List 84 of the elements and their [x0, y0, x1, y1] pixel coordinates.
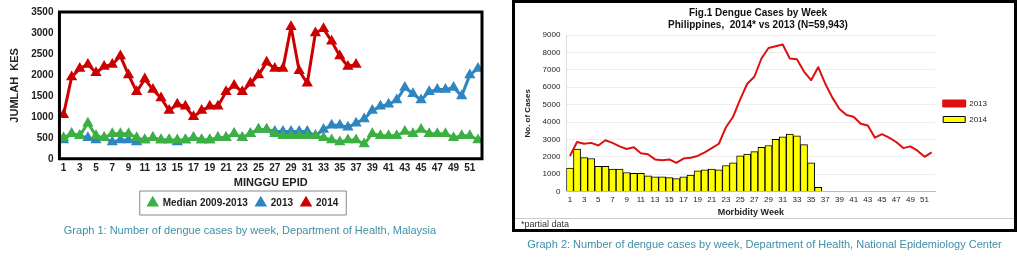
y-tick-label: 6000 [542, 82, 561, 92]
caption: Graph 1: Number of dengue cases by week, Department of Health, Malaysia [62, 224, 438, 236]
x-tick-label: 7 [109, 161, 116, 173]
x-tick-label: 3 [76, 161, 83, 173]
y-tick-label: 9000 [542, 30, 561, 40]
x-tick-label: 43 [863, 194, 873, 204]
legend-label: 2014 [316, 196, 339, 208]
x-tick-label: 29 [764, 194, 774, 204]
x-tick-label: 31 [778, 194, 788, 204]
y-tick-label: 3000 [31, 26, 54, 38]
x-tick-label: 51 [464, 161, 476, 173]
x-tick-label: 29 [285, 161, 298, 173]
x-tick-label: 49 [448, 161, 460, 173]
x-tick-label: 45 [415, 161, 428, 173]
y-tick-label: 1500 [31, 89, 54, 101]
x-tick-label: 5 [93, 161, 100, 173]
y-tick-label: 7000 [542, 65, 561, 74]
x-tick-label: 9 [125, 161, 132, 173]
y-tick-label: 4000 [542, 117, 561, 127]
caption: Graph 2: Number of dengue cases by week, Department of Health, National Epidemiology Center [526, 238, 1003, 250]
y-tick-label: 2000 [31, 68, 54, 80]
x-tick-label: 23 [236, 161, 249, 173]
x-tick-label: 27 [269, 161, 281, 173]
x-tick-label: 51 [920, 194, 930, 204]
y-tick-label: 0 [47, 152, 54, 164]
x-tick-label: 43 [399, 161, 411, 173]
x-tick-label: 31 [301, 161, 314, 173]
y-tick-label: 3000 [542, 134, 561, 144]
y-tick-label: 1000 [542, 169, 561, 179]
y-tick-label: 2500 [31, 47, 54, 59]
chart-title: Fig.1 Dengue Cases by Week [688, 6, 828, 18]
y-axis-title: JUMLAH KES [7, 48, 20, 123]
x-axis-title: Morbidity Week [717, 207, 785, 218]
x-tick-label: 49 [905, 194, 916, 204]
y-tick-label: 5000 [542, 99, 561, 109]
y-tick-label: 2000 [542, 152, 561, 161]
x-tick-label: 9 [624, 194, 630, 204]
x-tick-label: 35 [334, 161, 346, 173]
legend-label: Median 2009-2013 [162, 196, 249, 208]
x-tick-label: 47 [431, 161, 444, 173]
x-tick-label: 13 [650, 194, 661, 204]
x-tick-label: 17 [678, 194, 689, 204]
x-tick-label: 33 [317, 161, 330, 173]
x-tick-label: 39 [835, 194, 845, 204]
x-tick-label: 15 [171, 161, 184, 173]
x-tick-label: 5 [596, 194, 602, 204]
x-tick-label: 3 [581, 194, 587, 204]
x-tick-label: 11 [139, 161, 151, 173]
legend-label: 2013 [969, 98, 988, 108]
x-tick-label: 21 [220, 161, 233, 173]
x-tick-label: 13 [155, 161, 168, 173]
y-tick-label: 0 [555, 186, 561, 196]
x-tick-label: 1 [567, 194, 573, 204]
x-tick-label: 37 [350, 161, 363, 173]
y-tick-label: 3500 [31, 5, 54, 17]
x-tick-label: 23 [721, 194, 731, 204]
x-tick-label: 37 [820, 194, 831, 204]
x-tick-label: 27 [749, 194, 760, 204]
x-tick-label: 19 [204, 161, 216, 173]
x-tick-label: 25 [735, 194, 746, 204]
x-tick-label: 25 [252, 161, 265, 173]
chart-subtitle: Philippines, 2014* vs 2013 (N=59,943) [668, 18, 848, 30]
x-tick-label: 7 [610, 194, 616, 204]
x-tick-label: 35 [806, 194, 817, 204]
x-tick-label: 11 [636, 194, 646, 204]
x-tick-label: 17 [187, 161, 200, 173]
legend-label: 2014 [969, 114, 988, 124]
x-tick-label: 41 [382, 161, 395, 173]
x-tick-label: 33 [792, 194, 802, 204]
x-axis-title: MINGGU EPID [233, 176, 308, 189]
x-tick-label: 21 [707, 194, 717, 204]
y-tick-label: 1000 [31, 110, 54, 122]
x-tick-label: 15 [664, 194, 675, 204]
x-tick-label: 1 [60, 161, 67, 173]
legend-label: 2013 [270, 196, 294, 208]
x-tick-label: 47 [891, 194, 902, 204]
x-tick-label: 19 [693, 194, 703, 204]
y-tick-label: 8000 [542, 47, 561, 57]
x-tick-label: 39 [366, 161, 379, 173]
y-axis-title: No. of Cases [523, 88, 532, 138]
text: *partial data [515, 218, 1014, 229]
x-tick-label: 41 [849, 194, 859, 204]
x-tick-label: 45 [877, 194, 888, 204]
y-tick-label: 500 [36, 131, 54, 143]
